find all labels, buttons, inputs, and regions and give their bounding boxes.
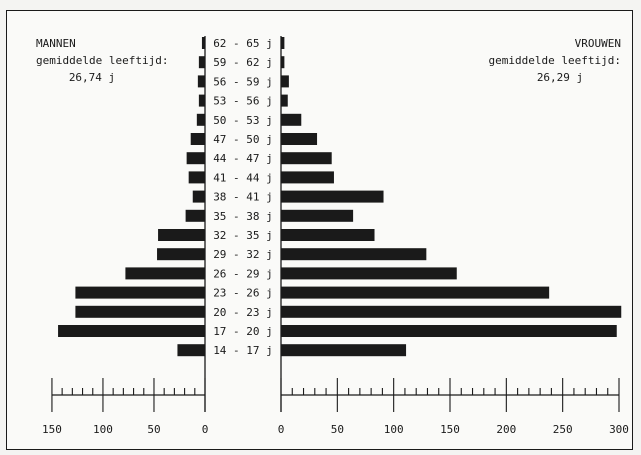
bar-women-7: [281, 171, 334, 184]
men-axis-tick-label: 0: [202, 423, 209, 436]
women-mean-age-label: gemiddelde leeftijd:: [489, 54, 621, 67]
bar-men-14: [75, 305, 205, 318]
bar-women-9: [281, 209, 354, 222]
bar-women-8: [281, 190, 384, 203]
age-group-label: 14 - 17 j: [213, 344, 273, 357]
women-title: VROUWEN: [575, 37, 621, 50]
age-group-label: 29 - 32 j: [213, 248, 273, 261]
bar-men-8: [192, 190, 205, 203]
age-group-label: 38 - 41 j: [213, 191, 273, 204]
age-group-label: 26 - 29 j: [213, 267, 273, 280]
women-axis-tick-label: 300: [609, 423, 629, 436]
bar-men-16: [177, 344, 205, 357]
bar-men-6: [186, 152, 205, 165]
age-group-label: 20 - 23 j: [213, 306, 273, 319]
bar-women-10: [281, 229, 375, 241]
women-axis-tick-label: 50: [331, 423, 344, 436]
women-axis-tick-label: 100: [384, 423, 404, 436]
bar-women-12: [281, 267, 457, 280]
bar-women-6: [281, 152, 332, 165]
bar-women-13: [281, 286, 550, 299]
bar-men-9: [185, 209, 205, 222]
women-axis-tick-label: 0: [278, 423, 285, 436]
bar-women-2: [281, 75, 289, 88]
bar-women-3: [281, 94, 288, 107]
bar-men-15: [58, 325, 206, 337]
age-group-label: 32 - 35 j: [213, 229, 273, 242]
men-axis-tick-label: 50: [147, 423, 160, 436]
bar-men-10: [158, 229, 205, 241]
women-axis-tick-label: 150: [440, 423, 460, 436]
bar-men-13: [75, 286, 205, 299]
bar-men-7: [188, 171, 205, 184]
age-group-label: 59 - 62 j: [213, 56, 273, 69]
women-axis-tick-label: 200: [496, 423, 516, 436]
age-group-label: 56 - 59 j: [213, 75, 273, 88]
women-mean-age-value: 26,29 j: [537, 71, 583, 84]
bar-women-16: [281, 344, 407, 357]
age-group-label: 41 - 44 j: [213, 171, 273, 184]
men-mean-age-value: 26,74 j: [69, 71, 115, 84]
age-group-label: 35 - 38 j: [213, 210, 273, 223]
bar-women-11: [281, 248, 427, 261]
bar-women-15: [281, 325, 617, 337]
men-title: MANNEN: [36, 37, 76, 50]
bar-men-1: [198, 56, 205, 69]
bar-women-5: [281, 133, 318, 145]
age-group-label: 62 - 65 j: [213, 37, 273, 50]
age-group-label: 44 - 47 j: [213, 152, 273, 165]
age-group-label: 50 - 53 j: [213, 114, 273, 127]
age-group-label: 53 - 56 j: [213, 95, 273, 108]
bar-women-1: [281, 56, 285, 69]
age-group-label: 23 - 26 j: [213, 287, 273, 300]
age-group-label: 17 - 20 j: [213, 325, 273, 338]
bar-men-0: [201, 37, 205, 49]
bar-women-14: [281, 305, 622, 318]
men-mean-age-label: gemiddelde leeftijd:: [36, 54, 168, 67]
bar-men-2: [197, 75, 205, 88]
bar-men-3: [198, 94, 205, 107]
bar-men-5: [190, 133, 205, 145]
bar-men-12: [125, 267, 205, 280]
bar-men-4: [196, 113, 205, 126]
bar-women-4: [281, 113, 302, 126]
men-axis-tick-label: 150: [42, 423, 62, 436]
bar-women-0: [281, 37, 285, 49]
women-axis-tick-label: 250: [553, 423, 573, 436]
men-axis-tick-label: 100: [93, 423, 113, 436]
age-group-label: 47 - 50 j: [213, 133, 273, 146]
bar-men-11: [157, 248, 205, 261]
